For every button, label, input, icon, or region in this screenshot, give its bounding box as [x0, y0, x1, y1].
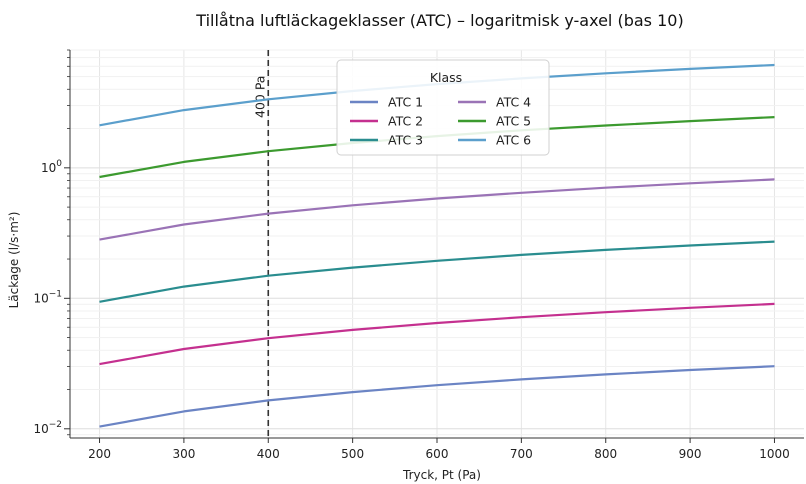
- y-tick-exponent: −1: [49, 289, 62, 299]
- chart-title: Tillåtna luftläckageklasser (ATC) – loga…: [195, 11, 683, 30]
- x-tick-label: 700: [510, 447, 533, 461]
- x-tick-label: 900: [679, 447, 702, 461]
- series-line-2: [99, 302, 775, 366]
- legend-title: Klass: [430, 70, 462, 85]
- legend: Klass ATC 1 ATC 2 ATC 3 ATC 4 ATC 5 ATC 6: [336, 59, 550, 156]
- legend-label: ATC 1: [388, 95, 423, 110]
- annotation-label: 400 Pa: [252, 76, 267, 118]
- legend-label: ATC 6: [496, 133, 531, 148]
- legend-label: ATC 4: [496, 95, 531, 110]
- series-line-4: [99, 178, 775, 241]
- x-tick-label: 1000: [759, 447, 790, 461]
- series-layer: [99, 63, 775, 428]
- annotation-layer: 400 Pa: [252, 50, 270, 438]
- series-line-3: [99, 240, 775, 303]
- y-tick-label: 10−2: [33, 420, 62, 436]
- series-line-1: [99, 365, 775, 428]
- y-tick-base: 10: [33, 291, 48, 305]
- x-tick-label: 800: [594, 447, 617, 461]
- legend-box: [336, 59, 550, 156]
- x-tick-label: 600: [426, 447, 449, 461]
- y-tick-exponent: −2: [49, 420, 62, 430]
- y-axis-label: Läckage (l/s·m²): [7, 212, 21, 309]
- x-tick-label: 400: [257, 447, 280, 461]
- y-tick-base: 10: [41, 161, 56, 175]
- legend-label: ATC 2: [388, 114, 423, 129]
- x-axis-label: Tryck, Pt (Pa): [402, 468, 481, 482]
- y-tick-base: 10: [33, 422, 48, 436]
- x-tick-label: 300: [172, 447, 195, 461]
- x-tick-label: 500: [341, 447, 364, 461]
- legend-label: ATC 3: [388, 133, 423, 148]
- legend-label: ATC 5: [496, 114, 531, 129]
- y-tick-exponent: 0: [56, 159, 62, 169]
- y-tick-label: 10−1: [33, 289, 62, 305]
- x-tick-label: 200: [88, 447, 111, 461]
- y-tick-label: 100: [41, 159, 62, 175]
